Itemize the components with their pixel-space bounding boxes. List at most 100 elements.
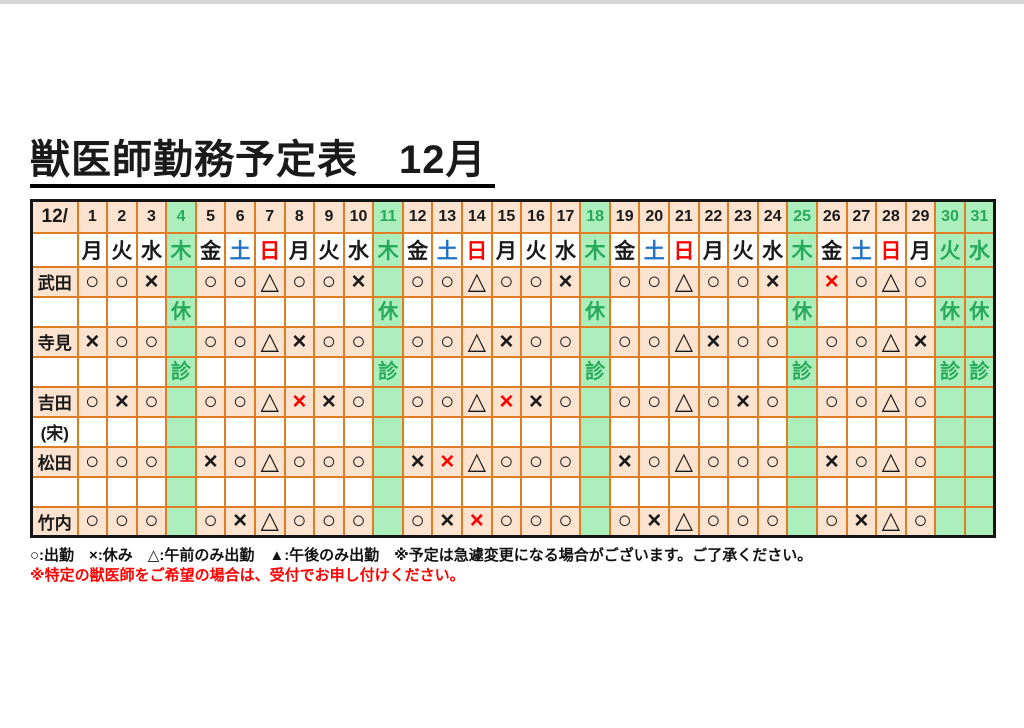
sub-empty-cell	[786, 475, 818, 508]
schedule-cell: ○	[135, 505, 168, 538]
day-number-cell: 29	[904, 199, 937, 234]
schedule-cell	[963, 385, 996, 418]
day-of-week-cell: 土	[224, 231, 256, 268]
sub-empty-cell	[697, 415, 730, 448]
schedule-cell: ○	[549, 385, 582, 418]
schedule-cell: ×	[815, 445, 848, 478]
sub-empty-cell	[342, 355, 375, 388]
sub-empty-cell	[668, 295, 700, 328]
day-number-cell: 16	[520, 199, 552, 234]
schedule-cell: ○	[845, 325, 878, 358]
sub-empty-cell	[194, 415, 227, 448]
schedule-cell: ○	[224, 325, 256, 358]
schedule-cell	[963, 325, 996, 358]
sub-empty-cell	[342, 295, 375, 328]
schedule-cell: ×	[106, 385, 138, 418]
schedule-cell: △	[253, 325, 286, 358]
schedule-cell: ○	[135, 445, 168, 478]
sub-empty-cell	[76, 355, 109, 388]
schedule-cell	[934, 385, 966, 418]
dow-empty-cell	[30, 231, 79, 268]
doctor-sub-row: (宋)	[30, 415, 996, 448]
sub-empty-cell	[904, 475, 937, 508]
schedule-cell: ○	[194, 265, 227, 298]
schedule-cell: ○	[815, 505, 848, 538]
sub-empty-cell	[638, 295, 671, 328]
sub-empty-cell	[165, 415, 197, 448]
schedule-cell: ○	[697, 385, 730, 418]
sub-empty-cell	[76, 475, 109, 508]
schedule-cell: ×	[697, 325, 730, 358]
schedule-cell	[579, 325, 611, 358]
schedule-cell: ○	[76, 505, 109, 538]
sub-empty-cell	[520, 355, 552, 388]
schedule-cell	[579, 445, 611, 478]
schedule-cell: ○	[638, 445, 671, 478]
day-number-cell: 2	[106, 199, 138, 234]
schedule-cell: △	[461, 385, 493, 418]
sub-empty-cell	[283, 415, 316, 448]
day-of-week-cell: 金	[815, 231, 848, 268]
day-number-cell: 3	[135, 199, 168, 234]
day-of-week-cell: 水	[756, 231, 789, 268]
schedule-cell: ×	[549, 265, 582, 298]
sub-empty-cell	[135, 355, 168, 388]
sub-empty-cell	[963, 415, 996, 448]
schedule-cell: ○	[638, 265, 671, 298]
schedule-cell: ×	[401, 445, 434, 478]
day-number-cell: 12	[401, 199, 434, 234]
schedule-cell: △	[668, 265, 700, 298]
schedule-cell: ○	[549, 445, 582, 478]
schedule-cell: △	[875, 325, 907, 358]
schedule-cell: ×	[283, 325, 316, 358]
day-number-cell: 4	[165, 199, 197, 234]
schedule-cell: ○	[342, 385, 375, 418]
schedule-cell: △	[668, 505, 700, 538]
sub-empty-cell	[904, 295, 937, 328]
day-number-cell: 10	[342, 199, 375, 234]
schedule-cell	[165, 385, 197, 418]
schedule-cell: ○	[697, 505, 730, 538]
sub-empty-cell	[313, 355, 345, 388]
schedule-cell	[165, 445, 197, 478]
schedule-cell	[372, 265, 404, 298]
schedule-cell: ×	[313, 385, 345, 418]
schedule-cell	[372, 325, 404, 358]
sub-empty-cell	[668, 415, 700, 448]
schedule-cell: ○	[342, 505, 375, 538]
schedule-cell: ○	[283, 445, 316, 478]
day-number-cell: 18	[579, 199, 611, 234]
schedule-cell: ×	[431, 445, 464, 478]
schedule-cell: ○	[520, 265, 552, 298]
schedule-cell: ×	[490, 385, 523, 418]
header-number-row: 12/1 2 3 4 5 6 7 8 9 10 11 12 13 14 15 16 17 18 19 20 21 22 23…	[30, 199, 996, 234]
day-of-week-cell: 火	[727, 231, 759, 268]
sub-empty-cell	[520, 475, 552, 508]
day-of-week-cell: 木	[372, 231, 404, 268]
day-number-cell: 13	[431, 199, 464, 234]
doctor-schedule-row: 竹内 ○ ○ ○ ○ × △ ○ ○ ○ ○ × × ○ ○ ○ ○ × △ ○ ○ ○ ○ × △ ○	[30, 505, 996, 538]
schedule-cell: △	[253, 265, 286, 298]
schedule-cell: ○	[549, 325, 582, 358]
schedule-cell: ×	[904, 325, 937, 358]
schedule-cell	[934, 265, 966, 298]
schedule-cell: ○	[638, 385, 671, 418]
day-of-week-cell: 金	[608, 231, 641, 268]
day-of-week-cell: 月	[283, 231, 316, 268]
sub-empty-cell	[253, 295, 286, 328]
schedule-cell	[963, 445, 996, 478]
closed-day-cell: 診	[165, 355, 197, 388]
special-request-note: ※特定の獣医師をご希望の場合は、受付でお申し付けください。	[30, 567, 465, 584]
day-number-cell: 7	[253, 199, 286, 234]
schedule-cell: ○	[401, 505, 434, 538]
sub-empty-cell	[756, 475, 789, 508]
day-of-week-cell: 水	[342, 231, 375, 268]
schedule-cell: ○	[431, 265, 464, 298]
doctor-name-cell: 武田	[30, 265, 79, 298]
schedule-cell: ○	[342, 325, 375, 358]
schedule-cell	[963, 505, 996, 538]
schedule-cell: ×	[520, 385, 552, 418]
day-of-week-cell: 火	[520, 231, 552, 268]
schedule-cell: △	[875, 445, 907, 478]
sub-empty-cell	[608, 355, 641, 388]
